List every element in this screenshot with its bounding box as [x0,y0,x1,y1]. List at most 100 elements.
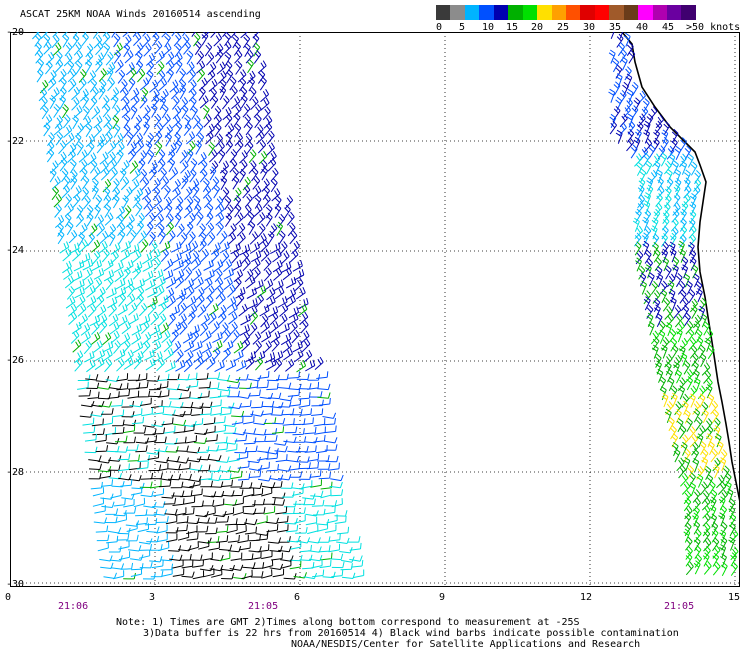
wind-barb [115,348,126,361]
scale-swatch [450,5,465,20]
wind-barb [90,239,101,253]
wind-barb [70,169,78,184]
wind-barb [105,508,119,515]
wind-barb [633,97,641,112]
wind-barb [701,456,709,472]
wind-barb [59,86,67,101]
wind-barb [146,132,155,147]
wind-barb [178,68,187,83]
wind-barb [654,120,663,135]
wind-barb [154,204,164,218]
wind-barb [158,295,169,307]
wind-barb [88,223,98,237]
wind-barb [256,381,269,389]
wind-barb [231,416,244,425]
wind-barb [112,426,125,435]
wind-barb [608,88,616,103]
wind-barb [89,96,98,111]
wind-barb [693,560,701,575]
wind-barb [228,223,237,237]
wind-barb [264,352,276,364]
wind-barb [81,187,89,201]
wind-barb [292,418,306,426]
wind-barb [85,43,94,58]
wind-barb [160,248,170,263]
wind-barb [667,376,675,392]
wind-barb [693,408,701,423]
wind-barb [235,212,244,226]
wind-barb [74,286,85,299]
wind-barb [203,259,214,271]
wind-barb [683,312,691,327]
scale-swatch [638,5,653,20]
wind-barb [176,223,185,238]
wind-barb [117,315,128,328]
wind-barb [677,280,686,295]
wind-barb [127,283,135,298]
wind-barb [222,507,235,516]
wind-barb [298,473,312,480]
wind-barb [261,569,273,579]
wind-barb [664,408,672,423]
wind-barb [613,81,621,96]
wind-barb [255,529,270,536]
wind-barb [135,202,143,217]
wind-barb [689,298,699,313]
wind-barb [349,542,362,551]
wind-barb [117,303,128,316]
wind-barb [692,489,701,503]
wind-barb [152,331,163,344]
wind-barb [196,446,210,453]
wind-barb [152,406,165,415]
wind-barb [74,279,85,291]
wind-barb [703,560,712,575]
wind-barb [318,545,331,553]
wind-barb [186,61,195,75]
wind-barb [229,158,238,173]
wind-barb [223,277,233,291]
footnote-line-2: 3)Data buffer is 22 hrs from 20160514 4)… [143,628,679,639]
wind-barb [278,230,286,245]
wind-barb [665,313,675,328]
wind-barb [271,188,281,202]
wind-barb [208,303,219,316]
wind-barb [622,105,631,119]
wind-barb [57,222,64,237]
wind-barb [172,105,182,120]
wind-barb [78,223,88,237]
wind-barb [71,33,80,48]
wind-barb [167,313,176,327]
wind-barb [108,473,122,480]
wind-barb [171,187,181,201]
scale-label-35: 35 [609,22,622,33]
wind-barb [141,177,150,191]
wind-barb [186,533,199,541]
wind-barb [130,568,143,577]
wind-barb [54,214,65,228]
wind-barb [186,380,199,388]
wind-barb [670,385,678,400]
wind-barb [242,562,256,569]
wind-barb [94,357,105,371]
wind-barb [121,96,130,111]
wind-barb [293,269,305,281]
wind-barb [162,43,172,57]
wind-barb [184,114,191,129]
wind-barb [300,319,309,334]
wind-barb [181,175,189,190]
scale-swatch [565,5,581,20]
wind-barb [128,77,136,92]
wind-barb [257,371,270,379]
scale-swatch [594,5,610,20]
wind-barb [698,297,707,312]
wind-barb [154,285,165,299]
wind-barb [334,510,348,517]
wind-barb [113,123,121,138]
wind-barb [158,400,172,408]
wind-barb [310,490,324,498]
wind-barb [314,356,324,370]
wind-barb [660,152,668,167]
wind-barb [139,314,151,326]
wind-barb [679,153,687,168]
wind-barb [331,498,343,508]
